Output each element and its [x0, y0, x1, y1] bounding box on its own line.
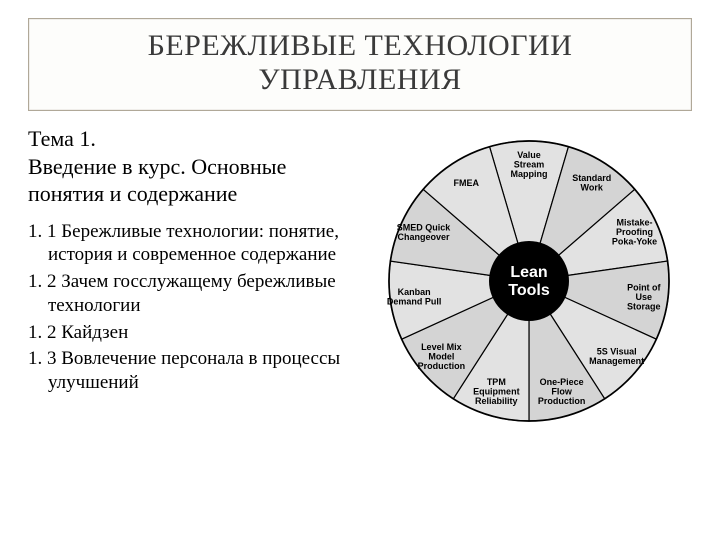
right-column: LeanToolsValueStreamMappingStandardWorkM… [366, 125, 692, 431]
pie-segment-label: Changeover [397, 232, 450, 242]
slide: БЕРЕЖЛИВЫЕ ТЕХНОЛОГИИ УПРАВЛЕНИЯ Тема 1.… [0, 0, 720, 540]
pie-segment-label: Demand Pull [387, 297, 442, 307]
toc-item: 1. 2 Кайдзен [28, 321, 348, 345]
content-row: Тема 1. Введение в курс. Основные поняти… [28, 125, 692, 431]
toc-list: 1. 1 Бережливые технологии: понятие, ист… [28, 220, 348, 395]
pie-segment-label: Management [589, 356, 644, 366]
pie-segment-label: Mapping [511, 169, 548, 179]
toc-item: 1. 3 Вовлечение персонала в процессы улу… [28, 347, 348, 395]
pie-segment-label: Production [418, 361, 466, 371]
pie-segment-label: Reliability [475, 396, 518, 406]
left-column: Тема 1. Введение в курс. Основные поняти… [28, 125, 348, 431]
pie-segment-label: FMEA [454, 178, 480, 188]
toc-item: 1. 1 Бережливые технологии: понятие, ист… [28, 220, 348, 268]
pie-center-label: Tools [508, 282, 550, 299]
subtitle: Тема 1. Введение в курс. Основные поняти… [28, 125, 348, 208]
toc-item: 1. 2 Зачем госслужащему бережливые техно… [28, 270, 348, 318]
pie-segment-label: Work [581, 183, 604, 193]
page-title: БЕРЕЖЛИВЫЕ ТЕХНОЛОГИИ УПРАВЛЕНИЯ [49, 29, 671, 96]
lean-tools-pie-chart: LeanToolsValueStreamMappingStandardWorkM… [379, 131, 679, 431]
pie-segment-label: Storage [627, 302, 661, 312]
title-container: БЕРЕЖЛИВЫЕ ТЕХНОЛОГИИ УПРАВЛЕНИЯ [28, 18, 692, 111]
pie-segment-label: Production [538, 396, 586, 406]
pie-center-label: Lean [510, 264, 547, 281]
pie-segment-label: Poka-Yoke [612, 237, 657, 247]
subtitle-line-2: Введение в курс. Основные понятия и соде… [28, 153, 348, 208]
subtitle-line-1: Тема 1. [28, 125, 348, 153]
